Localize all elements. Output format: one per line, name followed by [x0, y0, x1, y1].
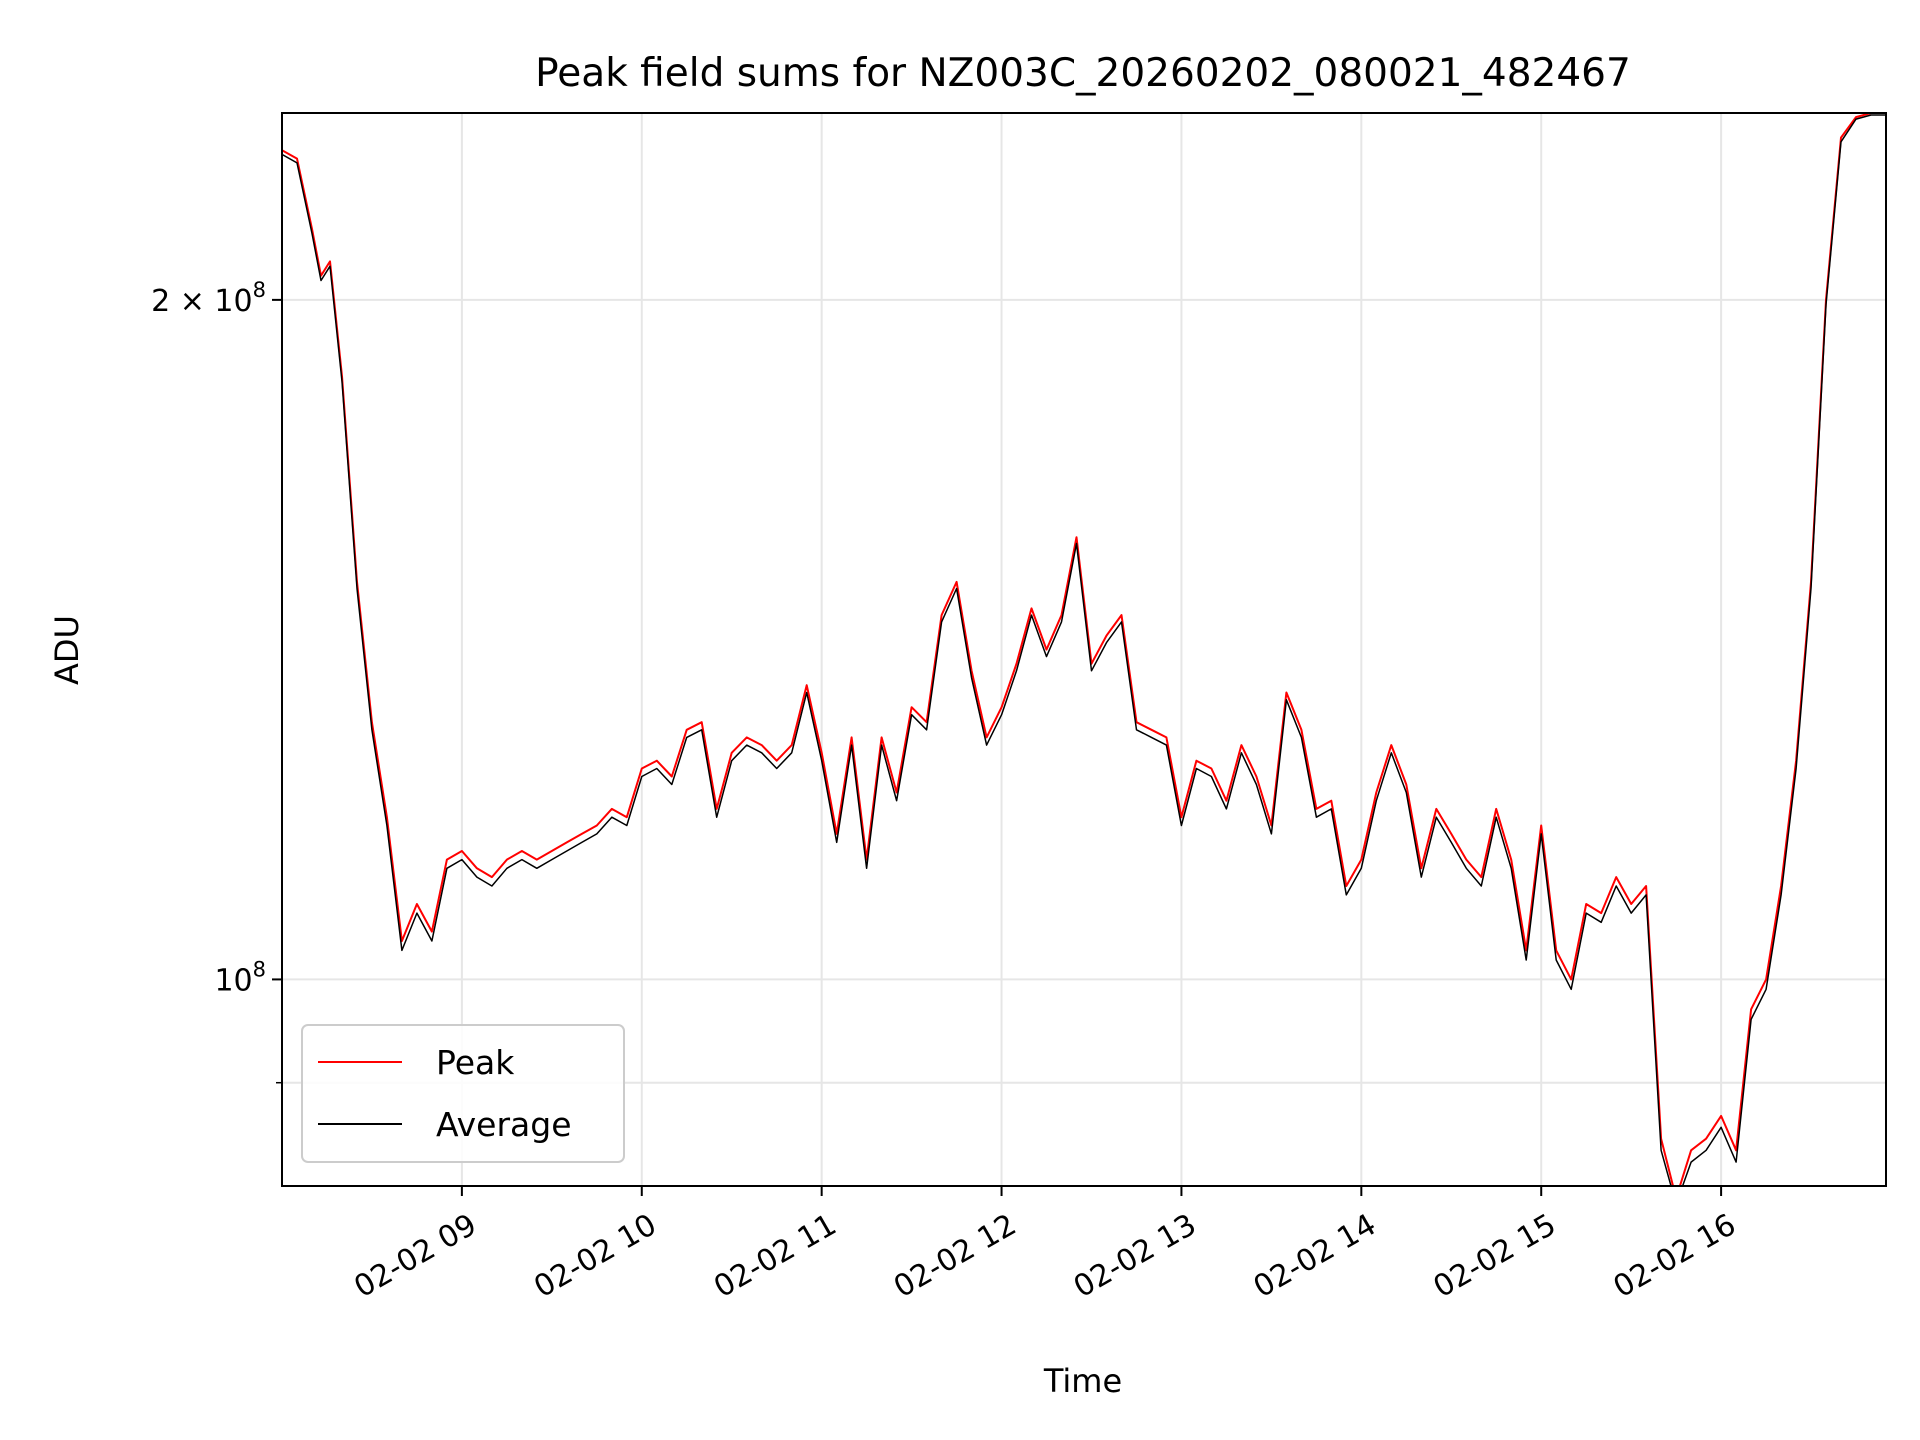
y-tick-label: 108 [214, 957, 266, 998]
legend-box [301, 1024, 625, 1163]
series-line-average [282, 114, 1886, 1186]
legend-label-average: Average [436, 1105, 572, 1144]
y-tick-label: 2 × 108 [151, 278, 266, 319]
series-layer [282, 113, 1886, 1186]
legend-label-peak: Peak [436, 1043, 515, 1082]
y-axis-label: ADU [48, 615, 86, 685]
legend: Peak Average [301, 1024, 625, 1163]
chart-title: Peak field sums for NZ003C_20260202_0800… [535, 51, 1631, 96]
plot-frame [281, 112, 1887, 1187]
y-axis: 108 2 × 108 [151, 278, 282, 1084]
x-axis-label: Time [1043, 1362, 1122, 1400]
series-line-peak [282, 113, 1886, 1186]
